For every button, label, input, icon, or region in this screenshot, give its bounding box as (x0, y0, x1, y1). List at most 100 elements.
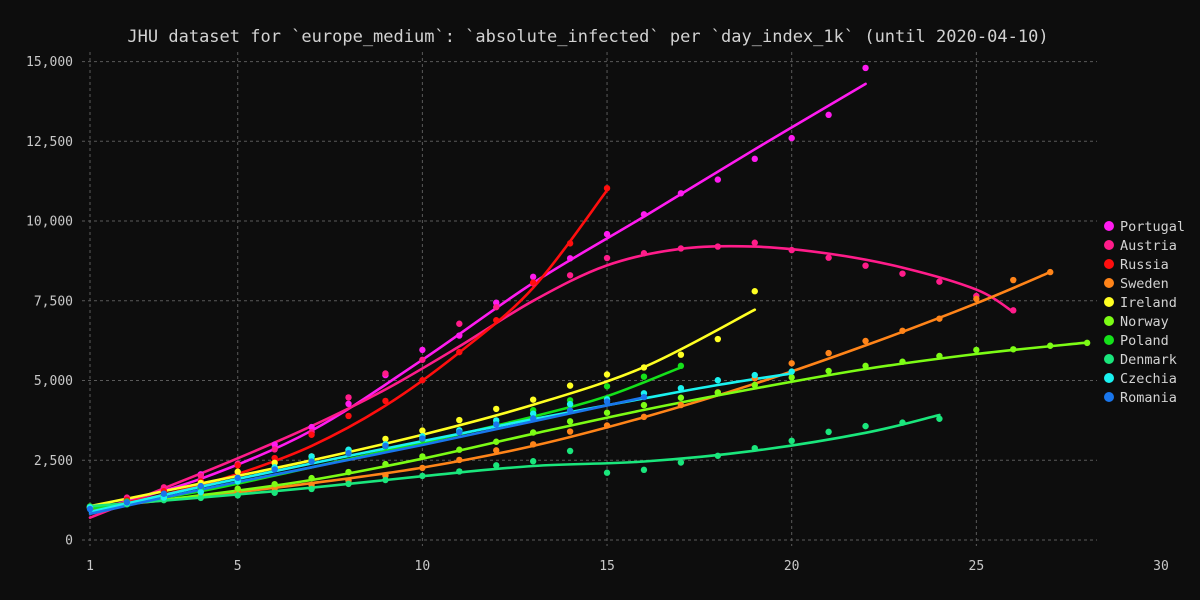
data-point-russia (345, 412, 352, 420)
data-point-russia (456, 348, 463, 356)
data-point-romania (234, 474, 241, 482)
data-point-portugal (493, 299, 500, 306)
data-point-denmark (419, 472, 426, 480)
x-tick-label: 20 (784, 559, 800, 574)
data-point-portugal (825, 111, 832, 119)
data-point-romania (529, 415, 537, 422)
grid (82, 52, 1097, 546)
data-point-portugal (751, 155, 758, 163)
data-point-romania (123, 499, 131, 506)
data-point-norway (456, 446, 463, 453)
data-point-portugal (640, 211, 648, 218)
data-point-portugal (566, 255, 574, 262)
data-point-czechia (566, 400, 574, 408)
data-point-norway (234, 485, 241, 492)
data-point-ireland (751, 288, 758, 295)
data-point-portugal (677, 190, 685, 197)
data-point-norway (271, 480, 278, 488)
data-point-czechia (529, 410, 537, 417)
x-tick-label: 5 (234, 559, 242, 574)
data-point-portugal (308, 423, 315, 431)
data-point-sweden (456, 456, 463, 464)
data-point-norway (308, 474, 315, 482)
data-point-sweden (640, 413, 648, 421)
data-point-russia (382, 397, 389, 405)
data-point-portugal (529, 273, 537, 281)
y-tick-label: 7,500 (34, 294, 73, 309)
legend-marker-denmark (1104, 354, 1114, 364)
data-point-russia (234, 462, 241, 469)
data-point-czechia (788, 368, 795, 375)
data-point-austria (751, 239, 758, 246)
data-point-norway (1083, 339, 1091, 347)
data-point-denmark (308, 485, 315, 493)
data-point-sweden (973, 295, 980, 303)
data-point-ireland (714, 335, 722, 343)
data-point-austria (788, 246, 795, 254)
trend-line-russia (88, 189, 609, 511)
legend-marker-russia (1104, 259, 1114, 269)
data-point-portugal (603, 230, 611, 238)
data-point-portugal (345, 400, 352, 408)
data-point-sweden (382, 472, 389, 479)
data-point-norway (382, 460, 389, 468)
legend-label-norway: Norway (1120, 314, 1169, 330)
data-point-norway (1047, 342, 1054, 349)
data-point-ireland (566, 382, 574, 389)
data-point-austria (936, 278, 943, 285)
data-point-denmark (234, 492, 241, 499)
trend-line-portugal (88, 82, 867, 513)
data-point-ireland (456, 416, 463, 424)
data-point-sweden (419, 464, 426, 472)
data-point-denmark (899, 419, 906, 426)
data-point-austria (419, 356, 426, 363)
data-point-czechia (308, 453, 315, 460)
data-point-austria (456, 320, 463, 327)
data-point-romania (271, 466, 278, 473)
legend: Portugal Austria Russia Sweden Ireland Norway… (1104, 219, 1185, 406)
data-point-sweden (493, 447, 500, 454)
data-point-russia (529, 279, 537, 286)
legend-marker-romania (1104, 392, 1114, 402)
y-tick-label: 15,000 (26, 55, 73, 70)
data-point-austria (271, 446, 278, 453)
data-point-austria (640, 250, 648, 257)
data-point-austria (1010, 307, 1017, 314)
legend-label-russia: Russia (1120, 257, 1169, 273)
data-point-norway (419, 453, 426, 460)
data-point-portugal (271, 441, 278, 448)
legend-label-denmark: Denmark (1120, 352, 1177, 368)
data-point-sweden (899, 327, 906, 334)
data-point-norway (677, 394, 685, 401)
data-point-romania (640, 393, 648, 401)
data-point-romania (566, 407, 574, 414)
data-point-ireland (493, 405, 500, 413)
x-tick-label: 30 (1153, 559, 1169, 574)
data-point-sweden (862, 337, 869, 345)
data-point-norway (973, 346, 980, 354)
data-point-romania (456, 428, 463, 436)
data-point-austria (493, 303, 500, 311)
data-point-ireland (419, 427, 426, 434)
data-point-russia (566, 240, 574, 247)
data-point-sweden (603, 422, 611, 429)
data-point-norway (1010, 346, 1017, 353)
data-point-austria (862, 262, 869, 269)
data-point-denmark (529, 458, 537, 465)
legend-marker-portugal (1104, 221, 1114, 231)
data-point-ireland (529, 396, 537, 403)
data-point-austria (714, 243, 722, 250)
data-point-denmark (382, 476, 389, 484)
data-point-portugal (714, 176, 722, 183)
data-point-denmark (862, 422, 869, 430)
chart-title: JHU dataset for `europe_medium`: `absolu… (127, 27, 1048, 47)
y-tick-label: 12,500 (26, 135, 73, 150)
x-tick-label: 1 (86, 559, 94, 574)
data-point-norway (714, 389, 722, 396)
data-point-sweden (825, 349, 832, 357)
data-point-romania (197, 482, 204, 490)
data-point-austria (197, 472, 204, 480)
data-point-romania (493, 421, 500, 428)
data-point-denmark (751, 444, 758, 452)
